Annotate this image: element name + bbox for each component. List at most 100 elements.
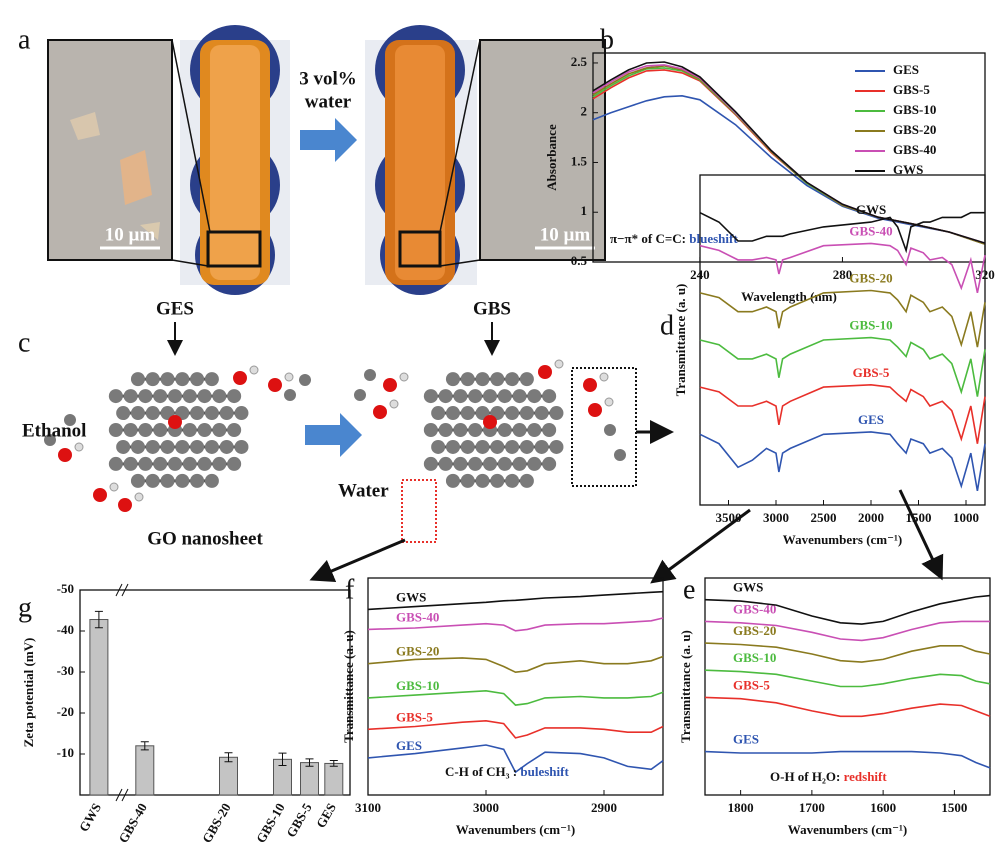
- atom: [175, 372, 190, 387]
- atom: [460, 439, 475, 454]
- atom: [145, 406, 160, 421]
- x-tick-label: 3000: [763, 510, 789, 525]
- atom: [190, 473, 205, 488]
- atom: [118, 498, 132, 512]
- atom: [227, 456, 242, 471]
- atom: [549, 406, 564, 421]
- x-tick-label: GBS-10: [253, 800, 288, 845]
- y-axis-title: Transmittance (a. u): [341, 630, 356, 743]
- error-bar: [140, 741, 149, 751]
- atom: [483, 415, 497, 429]
- x-tick-label: GBS-5: [283, 800, 315, 840]
- atom: [212, 389, 227, 404]
- y-tick-label: 2: [581, 104, 588, 119]
- atom: [204, 372, 219, 387]
- series-label: GBS-40: [396, 609, 439, 624]
- atom: [123, 423, 138, 437]
- molecule-label: GO nanosheet: [147, 528, 263, 549]
- y-axis-title: Transmittance (a. u): [678, 630, 693, 743]
- molecule-drawings: [44, 359, 674, 543]
- series-label: GBS-40: [849, 223, 892, 238]
- x-tick-label: 1700: [799, 800, 825, 815]
- atom: [160, 439, 175, 454]
- y-tick-label: -50: [57, 581, 74, 596]
- atom: [130, 406, 145, 421]
- atom: [219, 439, 234, 454]
- spectrum-line: [367, 617, 664, 632]
- atom: [168, 456, 182, 471]
- atom: [527, 423, 542, 437]
- spectrum-line: [704, 642, 991, 663]
- molecule-label: Ethanol: [22, 420, 86, 441]
- atom: [109, 482, 119, 492]
- annotation-text: C-H of CH₃ :: [445, 764, 520, 779]
- atom: [182, 456, 197, 471]
- atom: [389, 399, 399, 409]
- spectrum-line: [592, 61, 986, 244]
- panel-label: b: [600, 24, 614, 55]
- y-tick-label: -20: [57, 704, 74, 719]
- panel-label: e: [683, 574, 695, 605]
- error-bar: [305, 758, 314, 767]
- atom: [431, 406, 446, 421]
- series-label: GBS-20: [733, 623, 776, 638]
- atom: [519, 372, 534, 387]
- atom: [234, 406, 249, 421]
- atom: [468, 456, 483, 471]
- legend-label: GWS: [893, 162, 923, 177]
- arrow-text: 3 vol%: [299, 68, 357, 89]
- atom: [153, 423, 168, 437]
- atom: [234, 439, 249, 454]
- annotation: C-H of CH₃ : buleshift: [445, 764, 569, 779]
- series-label: GWS: [733, 580, 763, 595]
- x-tick-label: 1500: [906, 510, 932, 525]
- plot-frame: [79, 589, 351, 796]
- spectrum-line: [367, 590, 664, 611]
- atom: [505, 473, 520, 488]
- sample-label: GBS: [473, 298, 511, 319]
- panel-a-images: [47, 25, 606, 295]
- atom: [423, 456, 438, 471]
- atom: [138, 389, 153, 404]
- x-tick-label: 1800: [728, 800, 754, 815]
- atom: [249, 365, 259, 375]
- series-label: GWS: [856, 202, 886, 217]
- series-label: GBS-20: [396, 644, 439, 659]
- series-label: GBS-5: [733, 677, 770, 692]
- error-bar: [329, 760, 338, 767]
- error-bar: [94, 610, 103, 629]
- x-axis-title: Wavenumbers (cm⁻¹): [456, 822, 575, 837]
- x-tick-label: 3000: [473, 800, 499, 815]
- series-label: GES: [858, 412, 884, 427]
- atom: [505, 406, 520, 421]
- x-axis-title: Wavenumbers (cm⁻¹): [783, 532, 902, 547]
- atom: [423, 423, 438, 437]
- x-tick-label: 3100: [355, 800, 381, 815]
- atom: [519, 406, 534, 421]
- atom: [145, 473, 160, 488]
- x-tick-label: 2900: [591, 800, 617, 815]
- atom: [138, 423, 153, 437]
- plot-frame: [367, 577, 664, 796]
- atom: [583, 378, 597, 392]
- panel-label: c: [18, 327, 30, 358]
- legend-label: GBS-5: [893, 82, 930, 97]
- atom: [445, 473, 460, 488]
- atom: [534, 439, 549, 454]
- atom: [538, 365, 552, 379]
- bar: [89, 619, 109, 796]
- atom: [542, 456, 557, 471]
- panel-label: d: [660, 310, 674, 341]
- atom: [268, 378, 282, 392]
- y-tick-label: -30: [57, 663, 74, 678]
- annotation: O-H of H₂O: redshift: [770, 769, 887, 784]
- atom: [219, 406, 234, 421]
- panel-label: g: [18, 592, 32, 623]
- error-bar: [224, 752, 233, 763]
- atom: [227, 423, 242, 437]
- atom: [284, 372, 294, 382]
- atom: [475, 473, 490, 488]
- axis-break: [115, 583, 129, 597]
- atom: [93, 488, 107, 502]
